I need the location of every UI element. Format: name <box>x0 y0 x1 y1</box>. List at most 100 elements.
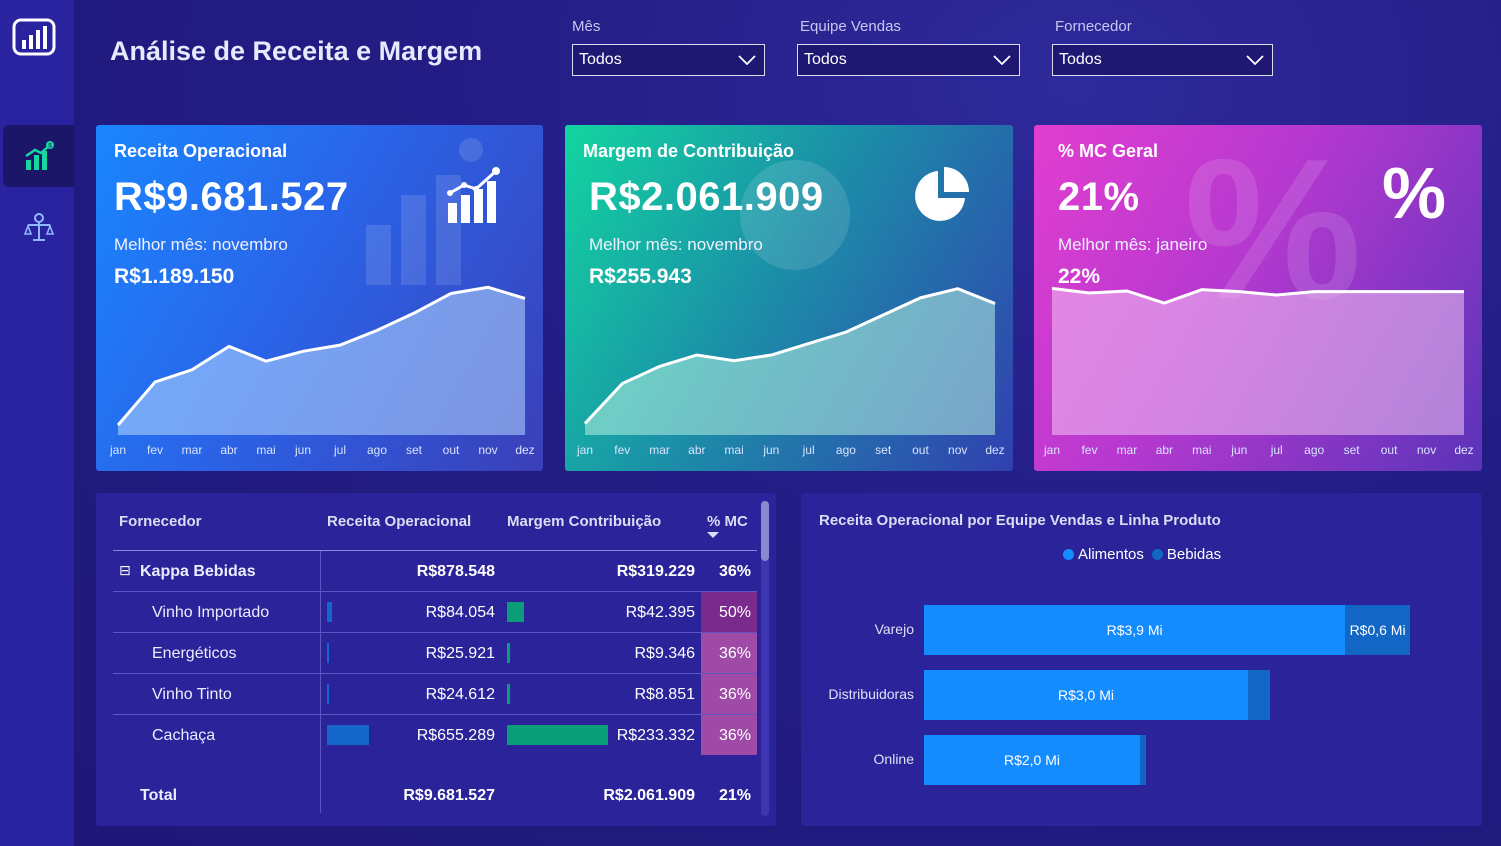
col-header-margem[interactable]: Margem Contribuição <box>507 513 662 530</box>
card-value: R$9.681.527 <box>114 175 349 219</box>
bar-bebidas[interactable] <box>1140 735 1146 785</box>
x-tick-label: nov <box>478 443 497 457</box>
row-margem: R$42.395 <box>625 604 695 621</box>
legend-label-alimentos: Alimentos <box>1078 546 1144 563</box>
card-best-month: Melhor mês: novembro <box>589 235 763 254</box>
bar-bebidas[interactable] <box>1248 670 1270 720</box>
percent-icon: % <box>1382 154 1447 234</box>
bar-bebidas[interactable]: R$0,6 Mi <box>1345 605 1410 655</box>
bar-chart-panel: Receita Operacional por Equipe Vendas e … <box>801 493 1482 826</box>
x-tick-label: mar <box>182 443 203 457</box>
x-tick-label: dez <box>1454 443 1473 457</box>
supplier-table: Fornecedor Receita Operacional Margem Co… <box>96 493 776 826</box>
group-margem: R$319.229 <box>616 563 695 580</box>
table-row[interactable]: Energéticos R$25.921 R$9.346 36% <box>113 632 757 673</box>
table-row[interactable]: Vinho Tinto R$24.612 R$8.851 36% <box>113 673 757 714</box>
filter-fornecedor-dropdown[interactable]: Todos <box>1052 44 1273 76</box>
bar-group[interactable]: R$3,9 Mi R$0,6 Mi <box>924 605 1410 655</box>
card-best-month: Melhor mês: janeiro <box>1058 235 1208 254</box>
kpi-card-mc: % jan fev mar abr mai jun jul ago set out nov dez %… <box>1034 125 1482 471</box>
row-margem: R$8.851 <box>634 686 696 703</box>
bar-chart-growth-icon <box>447 167 500 223</box>
x-tick-label: ago <box>367 443 387 457</box>
bar-alimentos[interactable]: R$2,0 Mi <box>924 735 1140 785</box>
bar-chart-legend: Alimentos Bebidas <box>1063 546 1221 563</box>
x-tick-label: abr <box>220 443 237 457</box>
area-line <box>1051 286 1464 305</box>
receita-databar <box>327 643 329 663</box>
x-tick-label: jul <box>333 443 346 457</box>
chevron-down-icon <box>1246 55 1264 65</box>
x-tick-label: mar <box>649 443 670 457</box>
x-tick-label: jul <box>1270 443 1283 457</box>
nav-balance-scale-icon[interactable] <box>3 197 74 259</box>
col-header-mc[interactable]: % MC <box>707 513 748 530</box>
bar-chart-title: Receita Operacional por Equipe Vendas e … <box>819 512 1221 529</box>
receita-databar <box>327 602 333 622</box>
x-tick-label: jun <box>1230 443 1247 457</box>
row-name: Energéticos <box>152 645 237 662</box>
row-mc: 36% <box>701 715 757 755</box>
kpi-card-receita: jan fev mar abr mai jun jul ago set out nov dez Rec… <box>96 125 543 471</box>
filter-fornecedor-value: Todos <box>1059 51 1102 68</box>
collapse-icon[interactable]: ⊟ <box>119 562 131 578</box>
x-tick-label: mar <box>1117 443 1138 457</box>
x-tick-label: jan <box>109 443 126 457</box>
bar-group[interactable]: R$3,0 Mi <box>924 670 1270 720</box>
nav-analysis-icon[interactable]: $ <box>3 125 74 187</box>
group-mc: 36% <box>718 563 751 580</box>
x-tick-label: fev <box>147 443 163 457</box>
legend-dot-bebidas <box>1151 549 1163 560</box>
margem-databar <box>507 602 525 622</box>
table-row[interactable]: Cachaça R$655.289 R$233.332 36% <box>113 714 757 755</box>
margem-databar <box>507 725 608 745</box>
x-tick-label: nov <box>1417 443 1436 457</box>
mc-area-chart: jan fev mar abr mai jun jul ago set out nov dez <box>1043 286 1474 457</box>
bar-alimentos[interactable]: R$3,0 Mi <box>924 670 1248 720</box>
x-tick-label: jun <box>294 443 311 457</box>
bar-alimentos[interactable]: R$3,9 Mi <box>924 605 1346 655</box>
row-margem: R$233.332 <box>616 727 695 744</box>
group-receita: R$878.548 <box>416 563 495 580</box>
table-group-row[interactable]: ⊟ Kappa Bebidas R$878.548 R$319.229 36% <box>113 550 757 591</box>
y-category-label: Online <box>873 751 914 767</box>
scrollbar-thumb[interactable] <box>761 501 769 561</box>
card-value: R$2.061.909 <box>589 175 824 219</box>
card-title: Margem de Contribuição <box>583 141 795 161</box>
filter-mes-value: Todos <box>579 51 622 68</box>
svg-text:$: $ <box>48 144 52 150</box>
x-tick-label: jan <box>576 443 593 457</box>
area-line <box>116 285 526 427</box>
col-header-receita[interactable]: Receita Operacional <box>327 513 472 530</box>
bar-group[interactable]: R$2,0 Mi <box>924 735 1146 785</box>
x-tick-label: jan <box>1043 443 1060 457</box>
group-name: Kappa Bebidas <box>140 563 256 580</box>
card-best-month: Melhor mês: novembro <box>114 235 288 254</box>
filter-mes: Mês Todos <box>572 18 765 76</box>
row-receita: R$655.289 <box>416 727 495 744</box>
table-scrollbar[interactable] <box>761 501 769 816</box>
x-tick-label: out <box>1381 443 1398 457</box>
x-tick-label: out <box>443 443 460 457</box>
receita-area-chart: jan fev mar abr mai jun jul ago set out nov dez <box>109 285 535 457</box>
row-name: Cachaça <box>152 727 216 744</box>
total-margem: R$2.061.909 <box>603 787 695 804</box>
total-label: Total <box>140 787 178 804</box>
x-tick-label: fev <box>1081 443 1097 457</box>
area-fill <box>118 287 525 435</box>
filter-mes-dropdown[interactable]: Todos <box>572 44 765 76</box>
area-line <box>583 287 996 425</box>
powerbi-logo-icon <box>12 18 56 58</box>
pie-chart-icon <box>915 167 969 221</box>
kpi-card-margem: jan fev mar abr mai jun jul ago set out nov dez Mar… <box>565 125 1013 471</box>
x-tick-label: ago <box>836 443 856 457</box>
col-header-fornecedor[interactable]: Fornecedor <box>119 513 202 530</box>
table-row[interactable]: Vinho Importado R$84.054 R$42.395 50% <box>113 591 757 632</box>
filter-equipe: Equipe Vendas Todos <box>797 18 1020 76</box>
table-total-row: Total R$9.681.527 R$2.061.909 21% <box>113 779 757 819</box>
chevron-down-icon <box>738 55 756 65</box>
left-navigation: $ <box>0 0 74 846</box>
receita-databar <box>327 684 329 704</box>
filter-equipe-dropdown[interactable]: Todos <box>797 44 1020 76</box>
margem-databar <box>507 643 511 663</box>
